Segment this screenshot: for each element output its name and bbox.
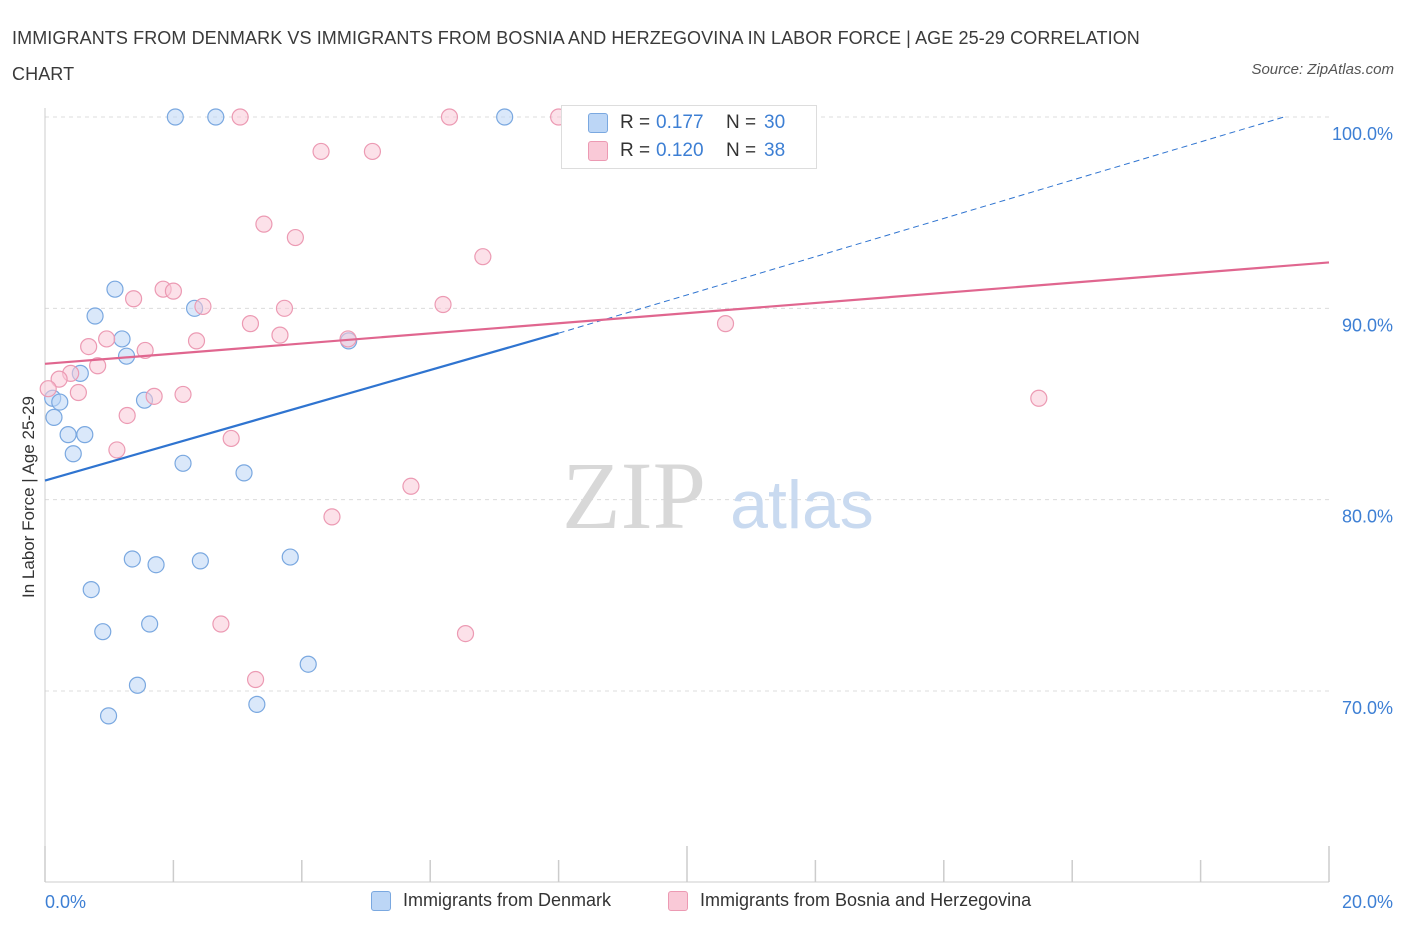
denmark-r-value: 0.177 [656, 112, 704, 133]
bosnia-point [108, 441, 126, 459]
denmark-point [76, 426, 94, 444]
bosnia-point [363, 142, 382, 161]
y-tick-label: 90.0% [1342, 315, 1393, 335]
bosnia-point [124, 290, 143, 308]
bosnia-point [174, 385, 192, 404]
denmark-point [51, 393, 69, 411]
denmark-point [113, 330, 131, 348]
bosnia-point [440, 108, 459, 126]
bosnia-point [474, 248, 492, 266]
data-points [39, 108, 1048, 725]
denmark-n-value: 30 [764, 112, 786, 133]
watermark-atlas: atlas [730, 467, 874, 543]
bosnia-point [275, 299, 294, 317]
bosnia-point [241, 315, 260, 333]
denmark-point [166, 108, 184, 126]
denmark-point [128, 676, 147, 694]
gridlines [45, 116, 1329, 692]
y-tick-label: 100.0% [1332, 124, 1393, 144]
axes [44, 108, 1330, 883]
bosnia-point [434, 295, 452, 314]
denmark-point [207, 108, 225, 126]
bosnia-point [286, 228, 304, 247]
r-label: R = [620, 112, 651, 133]
bosnia-r-value: 0.120 [656, 140, 704, 161]
bosnia-point [246, 670, 265, 689]
bosnia-point [118, 406, 136, 425]
x-tick-label-min: 0.0% [45, 892, 86, 912]
denmark-point [94, 623, 112, 641]
denmark-trend-line [44, 332, 559, 482]
r-label: R = [620, 140, 651, 161]
bosnia-n-value: 38 [764, 140, 786, 161]
denmark-point [191, 552, 209, 570]
bosnia-point [145, 387, 163, 405]
denmark-point [106, 280, 124, 298]
bosnia-point [402, 477, 420, 495]
bosnia-point [69, 383, 87, 402]
bosnia-legend-label: Immigrants from Bosnia and Herzegovina [700, 890, 1032, 910]
bosnia-point [80, 338, 98, 356]
bosnia-point [164, 282, 182, 300]
source-credit: Source: ZipAtlas.com [1251, 61, 1394, 78]
trend-lines [44, 116, 1330, 482]
bosnia-point [194, 297, 212, 316]
bosnia-point [231, 108, 249, 126]
tick-labels: 100.0% 90.0% 80.0% 70.0% 0.0% 20.0% [45, 124, 1393, 912]
denmark-point [45, 408, 63, 426]
bosnia-point [1030, 389, 1048, 407]
bosnia-point [255, 215, 273, 233]
bosnia-point [50, 370, 68, 388]
denmark-point [82, 580, 100, 599]
chart-title: IMMIGRANTS FROM DENMARK VS IMMIGRANTS FR… [12, 28, 1140, 84]
bosnia-trend-line [44, 261, 1330, 365]
denmark-point [147, 556, 165, 574]
bosnia-point [271, 326, 289, 344]
watermark: ZIP atlas [562, 442, 874, 549]
denmark-point [299, 655, 317, 673]
denmark-point [59, 426, 77, 444]
bosnia-point [716, 315, 735, 333]
bosnia-point [39, 380, 57, 398]
denmark-point [86, 307, 104, 325]
bosnia-swatch [588, 141, 608, 161]
denmark-point [174, 454, 192, 472]
stats-legend: R = 0.177 N = 30 R = 0.120 N = 38 [561, 105, 817, 169]
watermark-zip: ZIP [562, 442, 706, 549]
denmark-legend-swatch [371, 891, 391, 911]
denmark-point [248, 695, 266, 713]
denmark-point [281, 548, 299, 566]
denmark-point [235, 464, 253, 482]
bosnia-point [89, 357, 107, 375]
denmark-trend-extension [558, 116, 1285, 334]
bosnia-point [136, 341, 154, 360]
bosnia-point [212, 615, 230, 633]
x-tick-label-max: 20.0% [1342, 892, 1393, 912]
bosnia-point [98, 330, 116, 348]
n-label: N = [726, 140, 757, 161]
bosnia-point [312, 142, 330, 161]
bosnia-point [187, 332, 206, 350]
bosnia-legend-swatch [668, 891, 688, 911]
denmark-point [496, 108, 514, 126]
denmark-legend-label: Immigrants from Denmark [403, 890, 612, 910]
n-label: N = [726, 112, 757, 133]
y-tick-label: 80.0% [1342, 507, 1393, 527]
bosnia-point [222, 429, 240, 448]
bosnia-point [456, 624, 475, 643]
y-axis-title: In Labor Force | Age 25-29 [19, 396, 38, 598]
denmark-point [64, 445, 82, 463]
denmark-point [123, 550, 141, 568]
denmark-point [141, 615, 159, 633]
denmark-swatch [588, 113, 608, 133]
bosnia-point [323, 508, 341, 526]
denmark-point [99, 707, 118, 725]
y-tick-label: 70.0% [1342, 698, 1393, 718]
